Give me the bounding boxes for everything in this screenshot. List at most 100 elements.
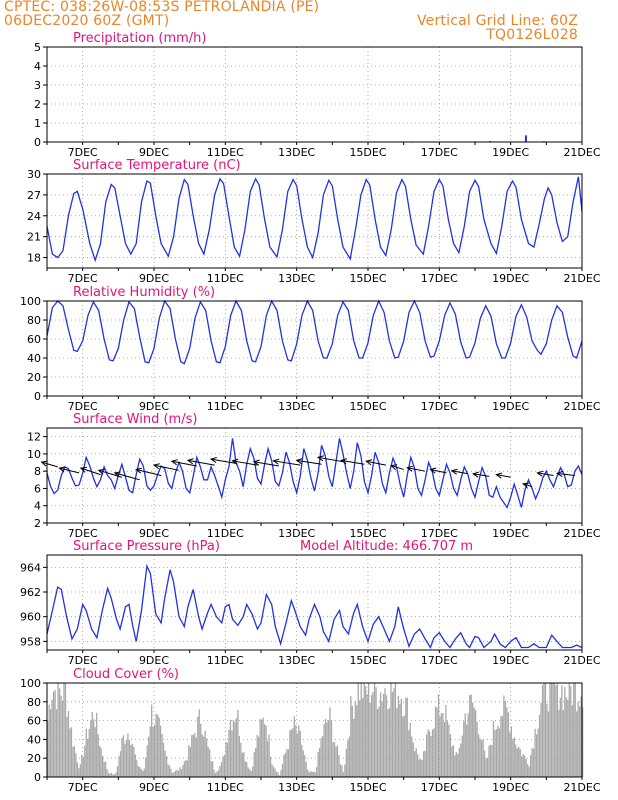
cloud-bar <box>213 769 215 777</box>
x-tick-label: 13DEC <box>278 654 315 667</box>
cloud-bar <box>266 741 269 777</box>
cloud-bar <box>479 738 481 777</box>
x-tick-label: 7DEC <box>68 527 98 540</box>
y-tick-label: 2 <box>34 517 41 530</box>
cloud-bar <box>244 761 246 777</box>
cloud-bar <box>101 755 104 777</box>
cloud-bar <box>568 683 570 777</box>
cloud-bar <box>299 730 301 777</box>
cloud-bar <box>497 725 499 777</box>
cloud-bar <box>525 759 527 777</box>
wind-arrow-head <box>450 468 458 475</box>
wind-arrow <box>537 472 554 476</box>
cloud-bar <box>439 716 441 777</box>
cloud-bar <box>388 708 391 777</box>
cloud-bar <box>558 709 560 777</box>
cloud-bar <box>519 749 521 777</box>
cloud-bar <box>216 771 218 777</box>
cloud-bar <box>403 715 405 777</box>
panel-1 <box>43 46 583 145</box>
cloud-bar <box>574 683 576 777</box>
cloud-bar <box>320 738 322 777</box>
cloud-bar <box>75 753 77 777</box>
cloud-bar <box>223 755 226 777</box>
cloud-bar <box>186 760 188 777</box>
cloud-bar <box>546 703 548 777</box>
cloud-bar <box>503 695 505 777</box>
cloud-bar <box>373 683 376 777</box>
cloud-bar <box>72 746 74 777</box>
wind-arrow-head <box>429 467 437 474</box>
cloud-bar <box>271 764 273 777</box>
cloud-bar <box>455 751 457 777</box>
cloud-bar <box>69 728 71 777</box>
cloud-bar <box>348 736 350 777</box>
cloud-bar <box>57 683 59 777</box>
cloud-bar <box>473 707 475 777</box>
cloud-bar <box>272 766 275 777</box>
cloud-bar <box>318 748 321 777</box>
cloud-bar <box>559 697 562 777</box>
y-tick-label: 100 <box>20 295 41 308</box>
cloud-bar <box>564 686 566 777</box>
wind-arrow-head <box>472 471 480 478</box>
cloud-bar <box>547 711 550 777</box>
cloud-bar <box>238 736 241 777</box>
cloud-bar <box>286 748 288 777</box>
cloud-bar <box>394 683 397 777</box>
wind-arrow <box>59 467 80 474</box>
cloud-bar <box>252 766 254 777</box>
cloud-bar <box>176 769 178 777</box>
panel-frame <box>46 427 583 524</box>
cloud-bar <box>399 703 401 777</box>
wind-arrow <box>407 467 426 472</box>
panel-5 <box>43 554 583 653</box>
cloud-bar <box>470 694 472 777</box>
cloud-bar <box>541 685 544 777</box>
wind-arrow <box>430 468 447 474</box>
wind-arrow <box>296 459 322 465</box>
cloud-bar <box>570 685 572 777</box>
wind-arrow-head <box>390 464 398 471</box>
cloud-bar <box>467 713 469 777</box>
panel-4 <box>40 427 583 526</box>
x-tick-label: 17DEC <box>421 654 458 667</box>
cloud-bar <box>140 768 142 777</box>
cloud-bar <box>370 694 373 777</box>
cloud-bar <box>302 750 304 777</box>
cloud-bar <box>134 754 136 777</box>
cloud-bar <box>192 734 194 777</box>
cloud-bar <box>535 734 538 777</box>
cloud-bar <box>116 766 119 777</box>
cloud-bar <box>308 772 310 777</box>
x-tick-label: 13DEC <box>278 781 315 794</box>
wind-arrow <box>210 458 237 464</box>
cloud-bar <box>384 688 386 777</box>
panel-6 <box>43 682 584 780</box>
cloud-bar <box>573 683 575 777</box>
cloud-bar <box>571 705 573 777</box>
cloud-bar <box>492 720 495 777</box>
cloud-bar <box>461 735 463 777</box>
cloud-bar <box>313 771 315 777</box>
cloud-bar <box>411 736 413 777</box>
cloud-bar <box>339 764 342 777</box>
cloud-bar <box>107 772 110 777</box>
wind-arrow-head <box>495 472 503 479</box>
cloud-bar <box>385 695 388 777</box>
cloud-bar <box>269 756 272 777</box>
cloud-bar <box>261 719 263 777</box>
cloud-bar <box>110 772 113 777</box>
x-tick-label: 7DEC <box>68 654 98 667</box>
wind-arrow <box>341 459 365 465</box>
panel-title: Surface Wind (m/s) <box>73 412 197 427</box>
cloud-bar <box>249 769 251 777</box>
cloud-bar <box>510 726 512 777</box>
cloud-bar <box>82 756 84 777</box>
cloud-bar <box>375 687 377 777</box>
cloud-bar <box>253 752 255 777</box>
y-tick-label: 60 <box>27 715 41 728</box>
cloud-bar <box>469 695 471 777</box>
cloud-bar <box>275 771 278 777</box>
cloud-bar <box>443 721 446 777</box>
